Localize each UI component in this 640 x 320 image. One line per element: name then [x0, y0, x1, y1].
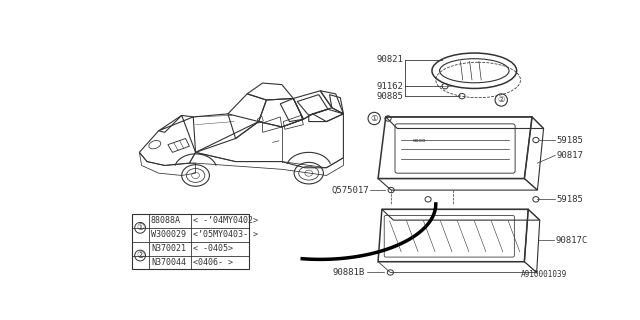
- Text: <’05MY0403- >: <’05MY0403- >: [193, 230, 259, 239]
- Text: < -’04MY0402>: < -’04MY0402>: [193, 216, 259, 225]
- Text: N370021: N370021: [151, 244, 186, 253]
- Text: ②: ②: [136, 251, 144, 260]
- Text: 91162: 91162: [376, 82, 403, 91]
- Text: 88088A: 88088A: [151, 216, 181, 225]
- Text: oooo: oooo: [413, 138, 426, 142]
- Text: 90821: 90821: [376, 55, 403, 64]
- Text: 90817C: 90817C: [555, 236, 588, 245]
- Text: Q575017: Q575017: [331, 186, 369, 195]
- Text: ①: ①: [136, 223, 144, 232]
- Text: ②: ②: [497, 95, 505, 105]
- Text: 90817: 90817: [557, 151, 584, 160]
- Text: 90881B: 90881B: [333, 268, 365, 277]
- Text: N370044: N370044: [151, 258, 186, 267]
- Text: <0406- >: <0406- >: [193, 258, 233, 267]
- Text: 59185: 59185: [557, 195, 584, 204]
- Text: < -0405>: < -0405>: [193, 244, 233, 253]
- Text: W300029: W300029: [151, 230, 186, 239]
- Text: 59185: 59185: [557, 136, 584, 145]
- Text: A910001039: A910001039: [520, 270, 566, 279]
- Text: ①: ①: [371, 114, 378, 123]
- Text: 90885: 90885: [376, 92, 403, 101]
